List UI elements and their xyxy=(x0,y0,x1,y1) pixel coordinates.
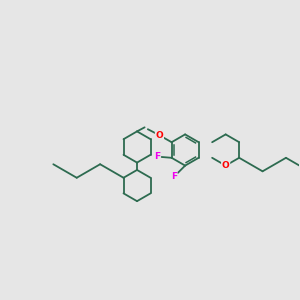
Text: O: O xyxy=(156,131,163,140)
Text: F: F xyxy=(154,152,160,161)
Text: F: F xyxy=(171,172,177,182)
Text: O: O xyxy=(222,161,230,170)
